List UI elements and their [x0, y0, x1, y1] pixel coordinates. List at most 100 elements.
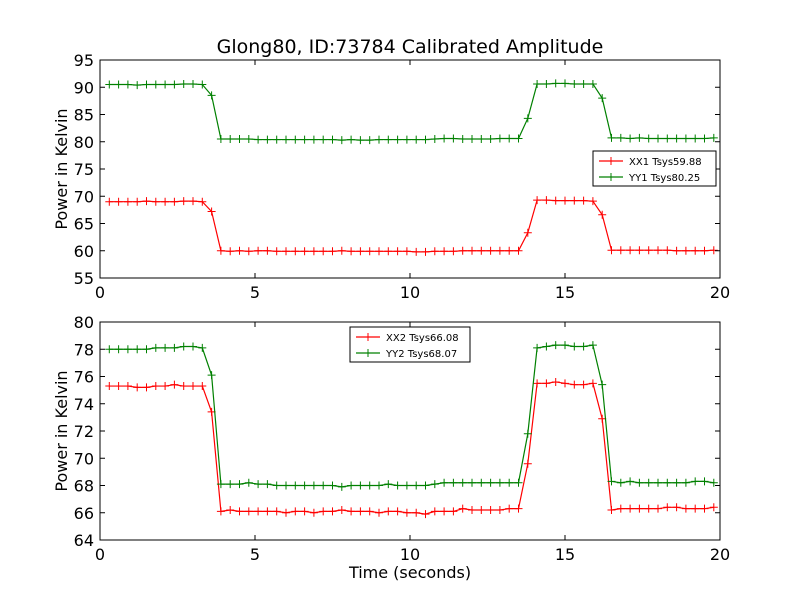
- bottom-legend-label-1: XX2 Tsys66.08: [386, 333, 459, 344]
- top-data-point: [170, 80, 179, 89]
- bottom-data-point: [347, 481, 356, 490]
- top-data-point: [254, 135, 263, 144]
- top-data-point: [579, 196, 588, 205]
- bottom-x-tick-label: 10: [400, 545, 420, 564]
- bottom-data-point: [356, 507, 365, 516]
- bottom-data-point: [505, 478, 514, 487]
- top-data-point: [235, 135, 244, 144]
- bottom-x-tick-label: 5: [250, 545, 260, 564]
- bottom-data-point: [551, 341, 560, 350]
- bottom-data-point: [365, 481, 374, 490]
- bottom-data-point: [626, 477, 635, 486]
- bottom-data-point: [235, 507, 244, 516]
- top-data-point: [133, 197, 142, 206]
- bottom-legend-box: [349, 326, 471, 363]
- bottom-data-point: [635, 504, 644, 513]
- bottom-data-point: [514, 504, 523, 513]
- bottom-data-point: [282, 481, 290, 490]
- top-data-point: [616, 133, 625, 142]
- top-data-point: [142, 80, 151, 89]
- top-data-point: [198, 80, 207, 89]
- top-data-point: [551, 196, 560, 205]
- bottom-data-point: [533, 379, 542, 388]
- top-data-point: [533, 196, 542, 205]
- top-data-point: [644, 246, 653, 255]
- bottom-data-point: [337, 506, 346, 515]
- bottom-data-point: [681, 478, 690, 487]
- top-data-point: [523, 228, 532, 237]
- top-y-tick-label: 60: [74, 242, 94, 261]
- bottom-data-point: [402, 481, 411, 490]
- top-x-tick-label: 0: [95, 283, 105, 302]
- top-data-point: [161, 80, 170, 89]
- top-data-point: [709, 133, 718, 142]
- bottom-data-point: [170, 380, 179, 389]
- top-data-point: [151, 197, 160, 206]
- bottom-data-point: [663, 478, 672, 487]
- bottom-data-point: [393, 507, 402, 516]
- top-x-tick-label: 15: [555, 283, 575, 302]
- top-data-point: [207, 207, 216, 216]
- bottom-plot: 0 5 10 15 20 64 66 68 70 72 74 76 78 80 Power in Kelvi…: [52, 313, 730, 582]
- top-data-point: [514, 134, 523, 143]
- bottom-data-point: [151, 382, 160, 391]
- top-data-point: [533, 79, 542, 88]
- bottom-data-point: [468, 478, 476, 487]
- bottom-data-point: [700, 477, 709, 486]
- bottom-data-point: [588, 379, 597, 388]
- bottom-data-point: [105, 345, 114, 354]
- top-y-tick-label: 75: [74, 160, 94, 179]
- bottom-x-tick-label: 0: [95, 545, 105, 564]
- top-data-point: [654, 246, 662, 255]
- bottom-data-point: [133, 345, 142, 354]
- top-data-point: [635, 133, 644, 142]
- top-data-point: [477, 246, 486, 255]
- top-data-point: [384, 135, 393, 144]
- bottom-data-point: [291, 507, 300, 516]
- bottom-data-point: [244, 478, 253, 487]
- bottom-data-point: [133, 383, 142, 392]
- bottom-data-point: [216, 480, 225, 489]
- bottom-data-point: [421, 481, 430, 490]
- bottom-data-point: [449, 507, 458, 516]
- bottom-data-point: [216, 507, 225, 516]
- top-data-point: [142, 197, 151, 206]
- bottom-data-point: [654, 504, 662, 513]
- bottom-data-point: [170, 343, 179, 352]
- top-data-point: [672, 134, 681, 143]
- top-data-point: [551, 79, 560, 88]
- top-legend-marker-2: [607, 173, 615, 181]
- bottom-data-point: [616, 478, 625, 487]
- top-data-point: [300, 247, 309, 256]
- top-data-point: [170, 197, 179, 206]
- bottom-y-tick-label: 78: [74, 340, 94, 359]
- bottom-data-point: [105, 382, 114, 391]
- top-legend-label-2: YY1 Tsys80.25: [628, 173, 700, 184]
- top-data-point: [468, 135, 476, 144]
- top-data-point: [561, 196, 569, 205]
- bottom-data-point: [161, 382, 170, 391]
- bottom-data-point: [384, 480, 393, 489]
- bottom-data-point: [272, 481, 281, 490]
- bottom-legend-label-2: YY2 Tsys68.07: [385, 349, 457, 360]
- bottom-y-tick-label: 80: [74, 313, 94, 332]
- bottom-data-point: [449, 478, 458, 487]
- bottom-data-point: [542, 379, 551, 388]
- bottom-data-point: [263, 507, 272, 516]
- top-data-point: [198, 197, 207, 206]
- bottom-data-point: [440, 478, 449, 487]
- top-legend-marker-1: [607, 157, 615, 165]
- top-legend-label-1: XX1 Tsys59.88: [629, 157, 702, 168]
- bottom-data-point: [644, 504, 653, 513]
- bottom-data-point: [375, 481, 383, 490]
- top-data-point: [309, 247, 318, 256]
- top-data-point: [430, 135, 439, 144]
- top-data-point: [449, 134, 458, 143]
- bottom-data-point: [458, 478, 467, 487]
- top-data-point: [691, 134, 700, 143]
- bottom-x-tick-label: 20: [710, 545, 730, 564]
- bottom-x-axis-label: Time (seconds): [348, 563, 471, 582]
- bottom-data-point: [328, 507, 337, 516]
- top-data-point: [505, 134, 514, 143]
- top-data-point: [161, 197, 170, 206]
